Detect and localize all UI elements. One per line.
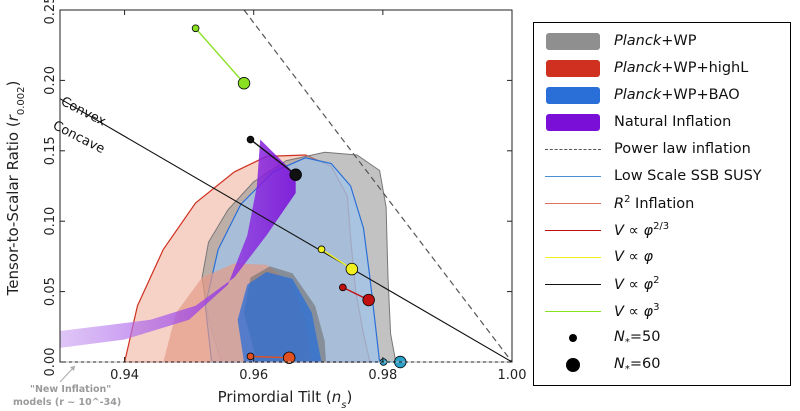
legend-line-sample [545,175,601,177]
legend-swatch [544,301,602,321]
chart: 0.94 0.96 0.98 1.00 0.00 0.05 0.10 0.15 0.20 0.25… [4,0,526,411]
legend-line-sample [545,148,601,150]
legend-label: V ∝ φ2 [614,275,660,293]
legend-label: V ∝ φ2/3 [614,221,670,239]
legend-label: Low Scale SSB SUSY [614,168,762,184]
y-tick-label: 0.10 [43,207,58,236]
point-n50-phi_1 [317,245,326,254]
point-n50-phi_2 [246,135,255,144]
legend-line-sample [545,229,601,231]
legend-swatch [544,247,602,267]
point-n60-phi_1 [345,262,359,276]
contour-bao-68 [237,271,322,362]
legend-label: V ∝ φ [614,249,654,265]
legend-item-low-scale-ssb-susy: Low Scale SSB SUSY [544,164,762,188]
legend-patch [546,86,600,104]
legend-swatch [544,58,602,78]
legend: Planck+WP Planck+WP+highL Planck+WP+BAO Nat… [533,22,791,386]
x-tick-label: 0.98 [368,368,397,383]
point-n60-phi_2 [289,168,302,181]
point-n60-phi_2_3 [362,293,375,307]
legend-label: Planck+WP+BAO [614,87,740,103]
y-tick-label: 0.15 [43,136,58,165]
y-tick-label: 0.00 [43,348,58,377]
legend-line-sample [545,283,601,285]
legend-item-power-law: Power law inflation [544,137,751,161]
legend-label: R2 Inflation [614,194,695,212]
legend-swatch [544,31,602,51]
legend-item-phi-3: V ∝ φ3 [544,299,659,323]
convex-concave-line [59,98,513,363]
y-tick-label: 0.20 [43,66,58,95]
power-law-line [243,9,513,363]
point-n60-r2_inflation [283,351,296,364]
legend-label: Planck+WP+highL [614,60,749,76]
legend-dot-sample [566,358,580,372]
point-n50-phi_3 [191,24,200,33]
legend-item-r2-inflation: R2 Inflation [544,191,694,215]
legend-item-natural-inflation: Natural Inflation [544,110,731,134]
x-tick-label: 0.94 [110,368,139,383]
new-inflation-label: "New Inflation" [30,384,111,395]
legend-swatch [544,193,602,213]
legend-label: N*=60 [614,355,661,375]
legend-label: Planck+WP [614,33,697,49]
legend-swatch [544,112,602,132]
new-inflation-sublabel: models (r ~ 10^-34) [13,397,121,408]
legend-swatch [544,139,602,159]
model-segment-r2_inflation [250,355,290,359]
legend-patch [546,32,600,50]
model-segment-phi_2 [250,138,297,176]
legend-swatch [544,220,602,240]
x-axis-title: Primordial Tilt (ns) [218,388,353,411]
point-n60-phi_3 [237,77,251,90]
legend-item-phi-1: V ∝ φ [544,245,653,269]
legend-patch [546,113,600,131]
new-inflation-arrowhead [70,366,75,371]
legend-swatch [544,85,602,105]
legend-swatch [544,328,602,348]
legend-line-sample [545,310,601,312]
legend-item-planck-wp: Planck+WP [544,29,696,53]
point-n50-phi_2_3 [339,283,347,292]
legend-item-n60: N*=60 [544,353,660,377]
y-axis-title: Tensor-to-Scalar Ratio (r0.002) [4,81,27,297]
legend-swatch [544,166,602,186]
legend-line-sample [545,202,601,204]
y-tick-label: 0.25 [43,0,58,24]
legend-item-phi-2-3: V ∝ φ2/3 [544,218,669,242]
x-tick-label: 1.00 [498,368,527,383]
legend-swatch [544,355,602,375]
legend-line-sample [545,256,601,258]
contour-layer [60,139,397,363]
legend-swatch [544,274,602,294]
model-segment-phi_3 [195,27,245,84]
plot-frame [59,9,513,363]
legend-label: N*=50 [614,328,661,348]
legend-item-n50: N*=50 [544,326,660,350]
point-n50-r2_inflation [246,352,255,361]
legend-item-phi-2: V ∝ φ2 [544,272,659,296]
legend-dot-sample [569,334,577,342]
legend-item-planck-wp-bao: Planck+WP+BAO [544,83,740,107]
legend-label: Power law inflation [614,141,751,157]
legend-item-planck-wp-highl: Planck+WP+highL [544,56,748,80]
model-points-layer [191,24,407,369]
legend-label: Natural Inflation [614,114,732,130]
natural-inflation-band [60,139,296,348]
axes: 0.94 0.96 0.98 1.00 0.00 0.05 0.10 0.15 0.20 0.25 [43,0,526,383]
y-tick-label: 0.05 [43,277,58,306]
x-tick-label: 0.96 [239,368,268,383]
legend-patch [546,59,600,77]
legend-label: V ∝ φ3 [614,302,660,320]
